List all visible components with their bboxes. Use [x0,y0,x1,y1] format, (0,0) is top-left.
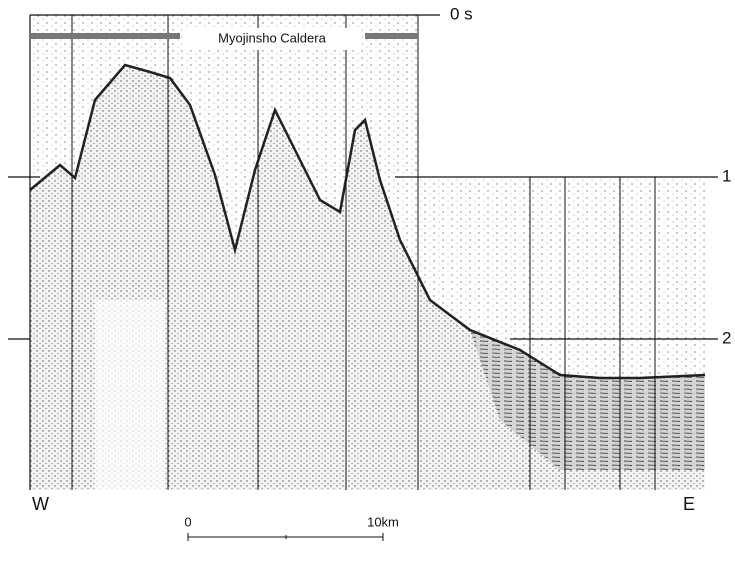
trace-lines [71,15,656,490]
direction-east: E [683,494,695,514]
title: Myojinsho Caldera [218,30,326,45]
title-bar [365,33,418,39]
basin-fill [470,330,705,470]
direction-west: W [32,494,49,514]
title-bar [30,33,180,39]
scale-start: 0 [184,514,191,529]
scale-bar [187,533,384,541]
scale-end: 10km [367,514,399,529]
time-label: 1 [722,166,731,185]
blank-zone [95,300,165,490]
title-box [182,28,362,50]
time-label: 0 s [450,4,473,23]
seafloor-reflector [29,63,706,380]
time-label: 2 [722,328,731,347]
time-lines [8,14,718,490]
